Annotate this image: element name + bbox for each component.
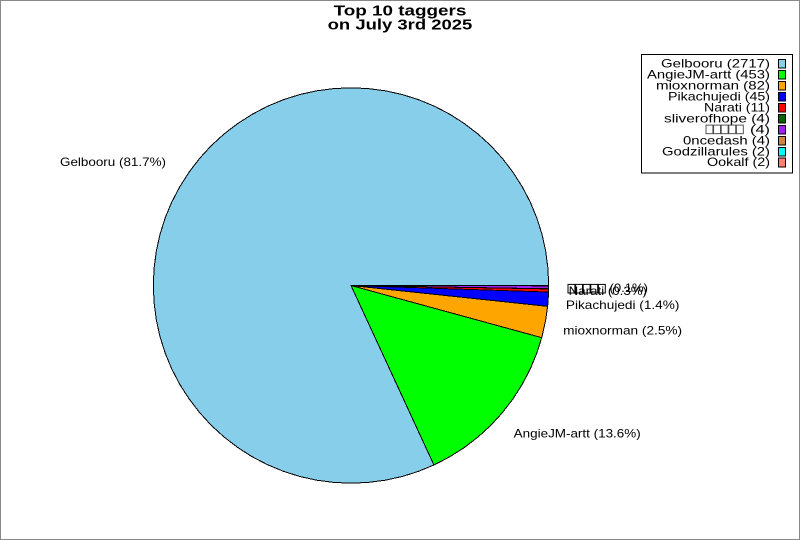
svg-text:AngieJM-artt (453): AngieJM-artt (453) (647, 68, 770, 82)
svg-text:Narati (0.3%): Narati (0.3%) (569, 284, 647, 298)
svg-text:Narati (11): Narati (11) (704, 100, 770, 114)
svg-text:AngieJM-artt (13.6%): AngieJM-artt (13.6%) (514, 427, 641, 441)
svg-text:sliverofhope (4): sliverofhope (4) (664, 111, 770, 125)
svg-text:mioxnorman (82): mioxnorman (82) (656, 79, 770, 93)
svg-text:Top 10 taggers: Top 10 taggers (334, 3, 467, 20)
svg-text:Pikachujedi (45): Pikachujedi (45) (668, 89, 770, 103)
svg-text:Gelbooru (81.7%): Gelbooru (81.7%) (60, 155, 166, 169)
svg-text:Pikachujedi (1.4%): Pikachujedi (1.4%) (566, 298, 680, 312)
svg-text:mioxnorman (2.5%): mioxnorman (2.5%) (563, 323, 682, 337)
svg-text:(0.1%): (0.1%) (610, 281, 649, 295)
svg-text:(4): (4) (750, 122, 770, 136)
svg-text:on July 3rd 2025: on July 3rd 2025 (328, 16, 473, 33)
svg-text:Ookalf (2): Ookalf (2) (707, 155, 770, 169)
svg-text:Gelbooru (2717): Gelbooru (2717) (661, 57, 770, 71)
svg-text:0ncedash (4): 0ncedash (4) (683, 133, 770, 147)
svg-text:Godzillarules (2): Godzillarules (2) (662, 144, 770, 158)
